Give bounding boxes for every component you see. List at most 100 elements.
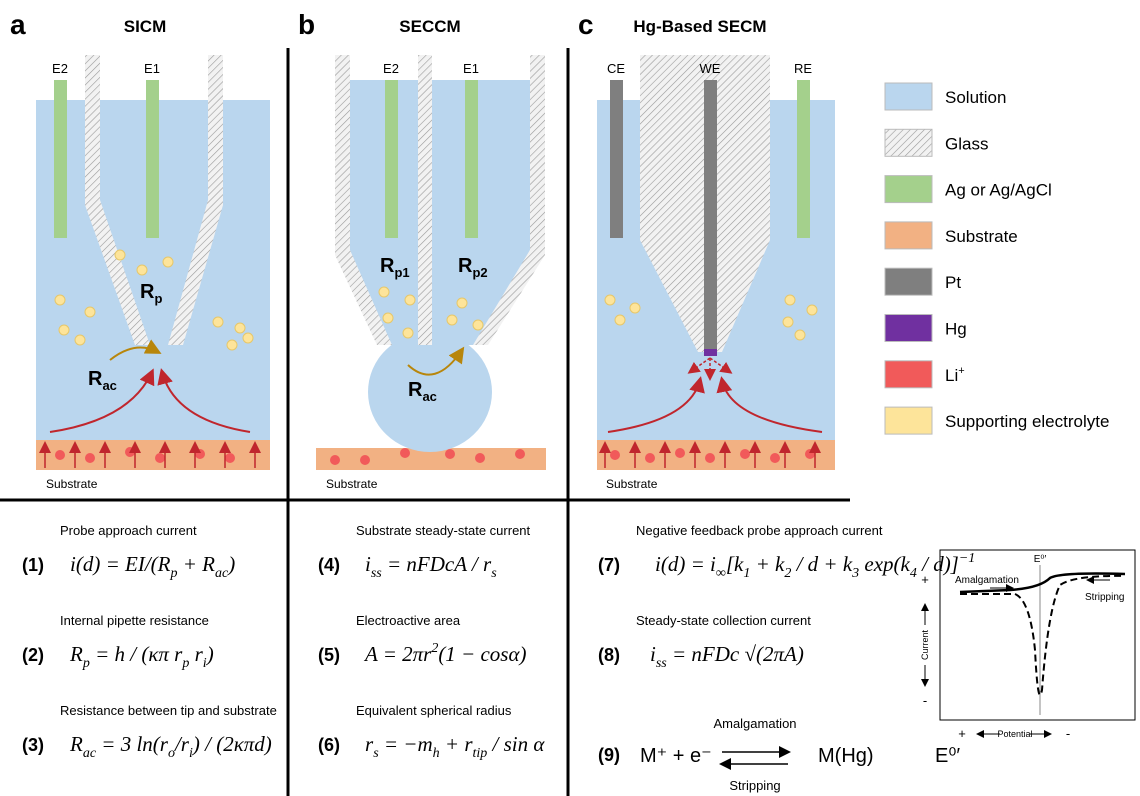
resistance-symbol: R bbox=[88, 368, 103, 390]
electrolyte-dot bbox=[55, 295, 65, 305]
panel-title: SECCM bbox=[399, 17, 460, 36]
electrode-label: WE bbox=[700, 61, 721, 76]
legend-swatch bbox=[885, 176, 932, 203]
equation-caption: Equivalent spherical radius bbox=[356, 703, 512, 718]
electrolyte-dot bbox=[227, 340, 237, 350]
formula-sub: ∞ bbox=[716, 566, 726, 581]
equation-number: (9) bbox=[598, 745, 620, 765]
electrolyte-dot bbox=[163, 257, 173, 267]
formula-sub: o bbox=[168, 746, 175, 761]
electrolyte-dot bbox=[243, 333, 253, 343]
electrolyte-dot bbox=[795, 330, 805, 340]
li-ion bbox=[675, 448, 685, 458]
equation-number: (7) bbox=[598, 555, 620, 575]
formula-sub: ss bbox=[656, 656, 667, 671]
formula-sub: ss bbox=[371, 566, 382, 581]
equation-caption: Steady-state collection current bbox=[636, 613, 811, 628]
resistance-symbol: R bbox=[140, 281, 155, 303]
equation-caption: Negative feedback probe approach current bbox=[636, 523, 883, 538]
legend-swatch bbox=[885, 222, 932, 249]
li-ion bbox=[360, 455, 370, 465]
equation-formula: iss = nFDcA / rs bbox=[365, 552, 497, 581]
legend-swatch bbox=[885, 83, 932, 110]
legend-text: Ag or Ag/AgCl bbox=[945, 181, 1052, 200]
formula-part: i(d) = i bbox=[655, 552, 716, 576]
electrolyte-dot bbox=[785, 295, 795, 305]
formula-sub: h bbox=[433, 746, 440, 761]
inset-x-minus: - bbox=[1066, 726, 1070, 741]
formula-part: exp(k bbox=[859, 552, 910, 576]
resistance-subscript: p2 bbox=[472, 265, 487, 280]
equation-caption: Electroactive area bbox=[356, 613, 461, 628]
panel-letter: c bbox=[578, 9, 594, 40]
panel-c-drawing bbox=[597, 55, 835, 470]
electrolyte-dot bbox=[807, 305, 817, 315]
electrolyte-dot bbox=[115, 250, 125, 260]
reaction-potential: E⁰′ bbox=[935, 745, 960, 767]
electrolyte-dot bbox=[457, 298, 467, 308]
equation-number: (3) bbox=[22, 735, 44, 755]
resistance-symbol: R bbox=[458, 255, 473, 277]
electrolyte-dot bbox=[213, 317, 223, 327]
legend-label: Solution bbox=[945, 88, 1006, 107]
legend-label: Ag or Ag/AgCl bbox=[945, 181, 1052, 200]
electrolyte-dot bbox=[235, 323, 245, 333]
equation-formula: A = 2πr2(1 − cosα) bbox=[363, 641, 527, 666]
inset-forward: Amalgamation bbox=[955, 575, 1019, 586]
panel-b-drawing bbox=[316, 55, 546, 470]
electrolyte-dot bbox=[137, 265, 147, 275]
substrate-label: Substrate bbox=[46, 477, 98, 491]
electrolyte-dot bbox=[615, 315, 625, 325]
li-ion bbox=[515, 449, 525, 459]
li-ion bbox=[225, 453, 235, 463]
electrolyte-dot bbox=[605, 295, 615, 305]
reaction-backward: Stripping bbox=[729, 778, 780, 793]
legend-label: Supporting electrolyte bbox=[945, 412, 1109, 431]
legend-swatch bbox=[885, 407, 932, 434]
substrate-label: Substrate bbox=[606, 477, 658, 491]
formula-part: ) / (2κπd) bbox=[192, 732, 272, 756]
panel-a-drawing bbox=[36, 55, 270, 470]
legend-label: Hg bbox=[945, 320, 967, 339]
reaction-forward: Amalgamation bbox=[713, 716, 796, 731]
panel-title: SICM bbox=[124, 17, 167, 36]
formula-part: + r bbox=[440, 732, 474, 756]
legend-swatch bbox=[885, 361, 932, 388]
li-ion bbox=[445, 449, 455, 459]
resistance-subscript: ac bbox=[102, 378, 116, 393]
formula-sup: −1 bbox=[959, 551, 975, 566]
resistance-symbol: R bbox=[408, 379, 423, 401]
substrate-label: Substrate bbox=[326, 477, 378, 491]
equation-number: (6) bbox=[318, 735, 340, 755]
legend-text: Li bbox=[945, 366, 958, 385]
li-ion bbox=[85, 453, 95, 463]
formula-sup: 2 bbox=[431, 641, 438, 656]
equation-caption: Substrate steady-state current bbox=[356, 523, 531, 538]
formula-sub: 4 bbox=[910, 566, 917, 581]
formula-part: r bbox=[189, 642, 203, 666]
electrolyte-dot bbox=[85, 307, 95, 317]
inset-y-axis: Current bbox=[920, 629, 930, 660]
equation-number: (2) bbox=[22, 645, 44, 665]
reaction-left: M⁺ + e⁻ bbox=[640, 745, 712, 767]
electrode-label: CE bbox=[607, 61, 625, 76]
formula-part: = nFDc √(2πA) bbox=[667, 642, 804, 666]
inset-backward: Stripping bbox=[1085, 592, 1124, 603]
formula-sub: p bbox=[181, 656, 189, 671]
legend-text: Pt bbox=[945, 273, 961, 292]
panel-letter: a bbox=[10, 9, 26, 40]
reaction-right: M(Hg) bbox=[818, 745, 874, 767]
resistance-symbol: R bbox=[380, 255, 395, 277]
formula-part: ) bbox=[227, 552, 235, 576]
formula-part: R bbox=[69, 642, 83, 666]
electrolyte-dot bbox=[447, 315, 457, 325]
equation-number: (8) bbox=[598, 645, 620, 665]
electrolyte-dot bbox=[379, 287, 389, 297]
formula-sub: 3 bbox=[851, 566, 859, 581]
equation-number: (1) bbox=[22, 555, 44, 575]
resistance-subscript: p bbox=[154, 291, 162, 306]
li-ion bbox=[805, 449, 815, 459]
formula-sub: p bbox=[169, 566, 177, 581]
inset-y-minus: - bbox=[923, 693, 927, 708]
formula-part: / d + k bbox=[791, 552, 853, 576]
